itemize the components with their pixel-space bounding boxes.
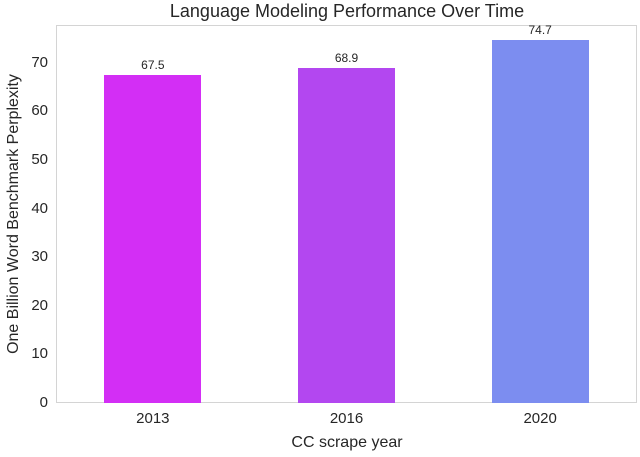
- bar-2020: [491, 40, 589, 403]
- y-tick-label: 50: [31, 151, 48, 169]
- chart-title: Language Modeling Performance Over Time: [169, 1, 525, 21]
- x-tick-label: 2020: [523, 410, 557, 427]
- bar-value-label: 68.9: [334, 51, 359, 66]
- bar-value-label: 74.7: [528, 23, 552, 38]
- y-tick-label: 10: [31, 345, 48, 363]
- y-tick-label: 70: [31, 53, 48, 71]
- y-tick-label: 60: [31, 102, 48, 120]
- y-tick-label: 40: [31, 199, 48, 217]
- x-tick-label: 2013: [136, 410, 170, 427]
- bar-value-label: 67.5: [141, 58, 165, 73]
- bar-2013: [104, 75, 202, 403]
- y-tick-label: 30: [31, 248, 48, 266]
- x-tick-label: 2016: [329, 410, 364, 427]
- y-tick-label: 20: [31, 296, 48, 314]
- y-tick-label: 0: [39, 394, 48, 411]
- x-axis-label: CC scrape year: [291, 434, 403, 451]
- bar-2016: [298, 68, 395, 403]
